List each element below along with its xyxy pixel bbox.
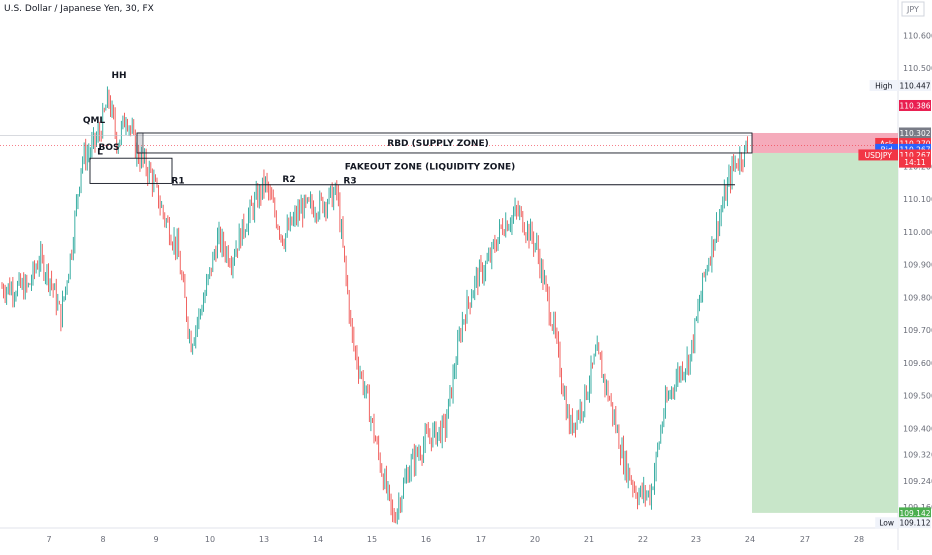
marker-label: Low — [879, 519, 894, 528]
marker-label-badge — [875, 137, 898, 149]
time-tick-label: 10 — [205, 535, 215, 544]
time-tick-label: 7 — [46, 535, 51, 544]
stop-loss-zone[interactable] — [752, 132, 898, 153]
marker-value: 110.447 — [899, 82, 930, 91]
annotation-label: L — [97, 148, 103, 158]
price-tick-label: 110.500 — [903, 64, 932, 73]
price-tick-label: 109.320 — [903, 451, 932, 460]
symbol-title: U.S. Dollar / Japanese Yen, 30, FX — [4, 4, 154, 14]
marker-label-badge — [869, 80, 898, 92]
marker-label-badge — [875, 517, 898, 529]
marker-value-badge — [899, 99, 931, 111]
time-tick-label: 8 — [100, 535, 105, 544]
position-tool[interactable] — [752, 132, 898, 513]
marker-value-badge — [899, 80, 931, 92]
price-tick-label: 110.000 — [903, 228, 932, 237]
marker-label: High — [875, 82, 892, 91]
price-tick-label: 109.400 — [903, 424, 932, 433]
price-tick-label: 110.600 — [903, 31, 932, 40]
time-tick-label: 24 — [745, 535, 755, 544]
price-tick-label: 109.900 — [903, 261, 932, 270]
price-tick-label: 109.800 — [903, 293, 932, 302]
annotation-label: R3 — [343, 176, 356, 186]
time-tick-label: 21 — [584, 535, 594, 544]
supply-zone-label: RBD (SUPPLY ZONE) — [387, 139, 488, 149]
annotation-label: HH — [111, 71, 126, 81]
marker-value-badge — [899, 137, 931, 149]
time-tick-label: 22 — [638, 535, 648, 544]
marker-value: 14:11 — [904, 158, 926, 167]
time-tick-label: 17 — [476, 535, 486, 544]
annotation-label: R1 — [171, 176, 184, 186]
marker-value-badge — [899, 143, 931, 155]
liquidity-zone-label: FAKEOUT ZONE (LIQUIDITY ZONE) — [345, 162, 516, 172]
price-tick-label: 109.500 — [903, 392, 932, 401]
time-tick-label: 15 — [367, 535, 377, 544]
marker-value: 109.142 — [899, 509, 930, 518]
time-tick-label: 14 — [313, 535, 323, 544]
bos-box[interactable] — [89, 157, 173, 184]
plot-background — [0, 0, 898, 528]
price-markers: High110.447110.386110.302Ask110.270Bid11… — [858, 80, 931, 529]
marker-value: 109.112 — [899, 519, 930, 528]
time-axis[interactable]: 7 8 9 10 13 14 15 16 17 20 21 22 23 24 27 28 — [46, 535, 864, 544]
marker-value: 110.267 — [899, 151, 930, 160]
currency-badge[interactable] — [901, 1, 925, 17]
time-tick-label: 13 — [259, 535, 269, 544]
marker-label-badge — [875, 143, 898, 155]
price-tick-label: 109.600 — [903, 359, 932, 368]
time-tick-label: 28 — [854, 535, 864, 544]
marker-label-badge — [858, 149, 898, 161]
candles — [1, 86, 748, 525]
marker-value-badge — [899, 149, 931, 161]
marker-value-badge — [899, 156, 931, 168]
marker-value-badge — [899, 127, 931, 139]
time-tick-label: 27 — [800, 535, 810, 544]
marker-value: 110.302 — [899, 129, 930, 138]
time-tick-label: 23 — [691, 535, 701, 544]
annotations: RBD (SUPPLY ZONE) FAKEOUT ZONE (LIQUIDITY… — [0, 71, 898, 186]
time-tick-label: 9 — [153, 535, 158, 544]
marker-label: USDJPY — [865, 151, 893, 160]
price-tick-label: 110.100 — [903, 195, 932, 204]
annotation-label: R2 — [282, 175, 295, 185]
marker-value-badge — [899, 517, 931, 529]
take-profit-zone[interactable] — [752, 152, 898, 513]
time-tick-label: 16 — [421, 535, 431, 544]
price-tick-label: 109.700 — [903, 326, 932, 335]
marker-value-badge — [899, 507, 931, 519]
annotation-label: QML — [83, 116, 106, 126]
marker-value: 110.386 — [899, 101, 930, 110]
qml-box — [136, 132, 144, 154]
time-tick-label: 20 — [530, 535, 540, 544]
currency-label: JPY — [906, 5, 919, 14]
annotation-label: BOS — [99, 143, 120, 153]
price-tick-label: 109.240 — [903, 477, 932, 486]
